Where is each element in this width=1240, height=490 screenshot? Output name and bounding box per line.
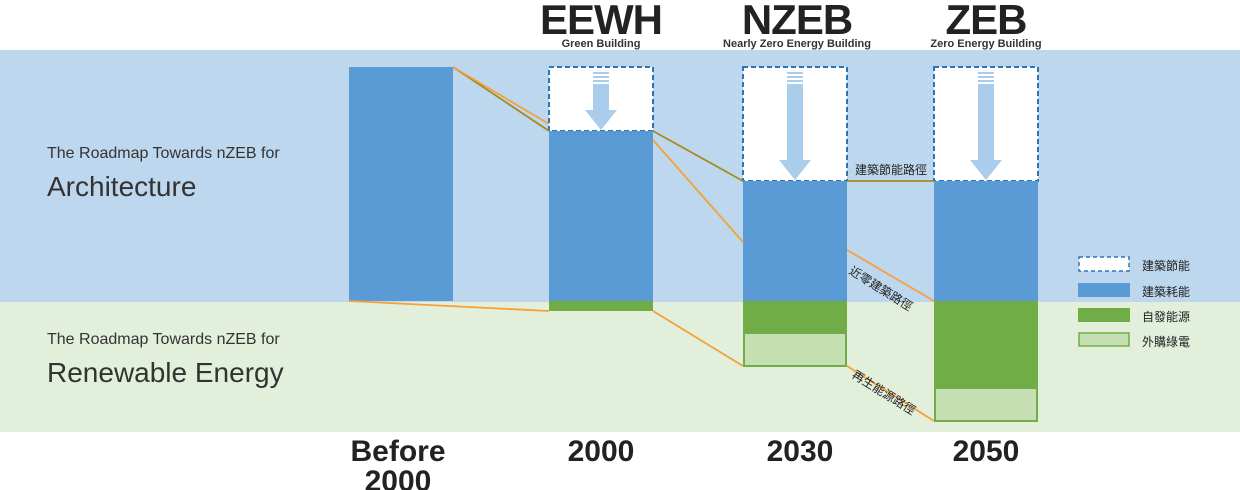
section-title: Architecture xyxy=(47,171,197,202)
down-arrow xyxy=(779,72,811,180)
energy-bar xyxy=(743,181,847,301)
energy-bar xyxy=(349,67,453,301)
path-label: 建築節能路徑 xyxy=(855,163,928,177)
legend-swatch xyxy=(1078,308,1130,322)
self-energy-bar xyxy=(549,301,653,311)
energy-bar xyxy=(934,181,1038,301)
legend-label: 建築節能 xyxy=(1142,259,1191,273)
legend-label: 建築耗能 xyxy=(1142,285,1191,299)
standard-name: Zero Energy Building xyxy=(930,38,1042,50)
year-label: 2030 xyxy=(766,435,834,468)
year-label: Before 2000 xyxy=(350,435,446,490)
year-label: 2050 xyxy=(952,435,1020,468)
legend-swatch xyxy=(1078,283,1130,297)
standard: ZEB xyxy=(945,0,1028,43)
green-power-bar xyxy=(743,332,847,367)
energy-bar xyxy=(549,131,653,301)
green-power-bar xyxy=(934,387,1038,422)
down-arrow xyxy=(970,72,1002,180)
standard-name: Nearly Zero Energy Building xyxy=(723,38,871,50)
self-energy-bar xyxy=(934,301,1038,388)
section-title: Renewable Energy xyxy=(47,357,284,388)
standard-name: Green Building xyxy=(561,38,641,50)
legend-swatch xyxy=(1078,332,1130,347)
path-lines xyxy=(348,66,935,422)
section-subtitle: The Roadmap Towards nZEB for xyxy=(47,331,280,348)
self-energy-bar xyxy=(743,301,847,333)
legend-label: 自發能源 xyxy=(1142,310,1191,324)
year-label: 2000 xyxy=(567,435,635,468)
legend-label: 外購綠電 xyxy=(1142,335,1191,349)
standard: NZEB xyxy=(741,0,853,43)
section-subtitle: The Roadmap Towards nZEB for xyxy=(47,145,280,162)
legend-swatch xyxy=(1078,256,1130,272)
down-arrow xyxy=(585,72,617,130)
standard: EEWH xyxy=(540,0,663,43)
